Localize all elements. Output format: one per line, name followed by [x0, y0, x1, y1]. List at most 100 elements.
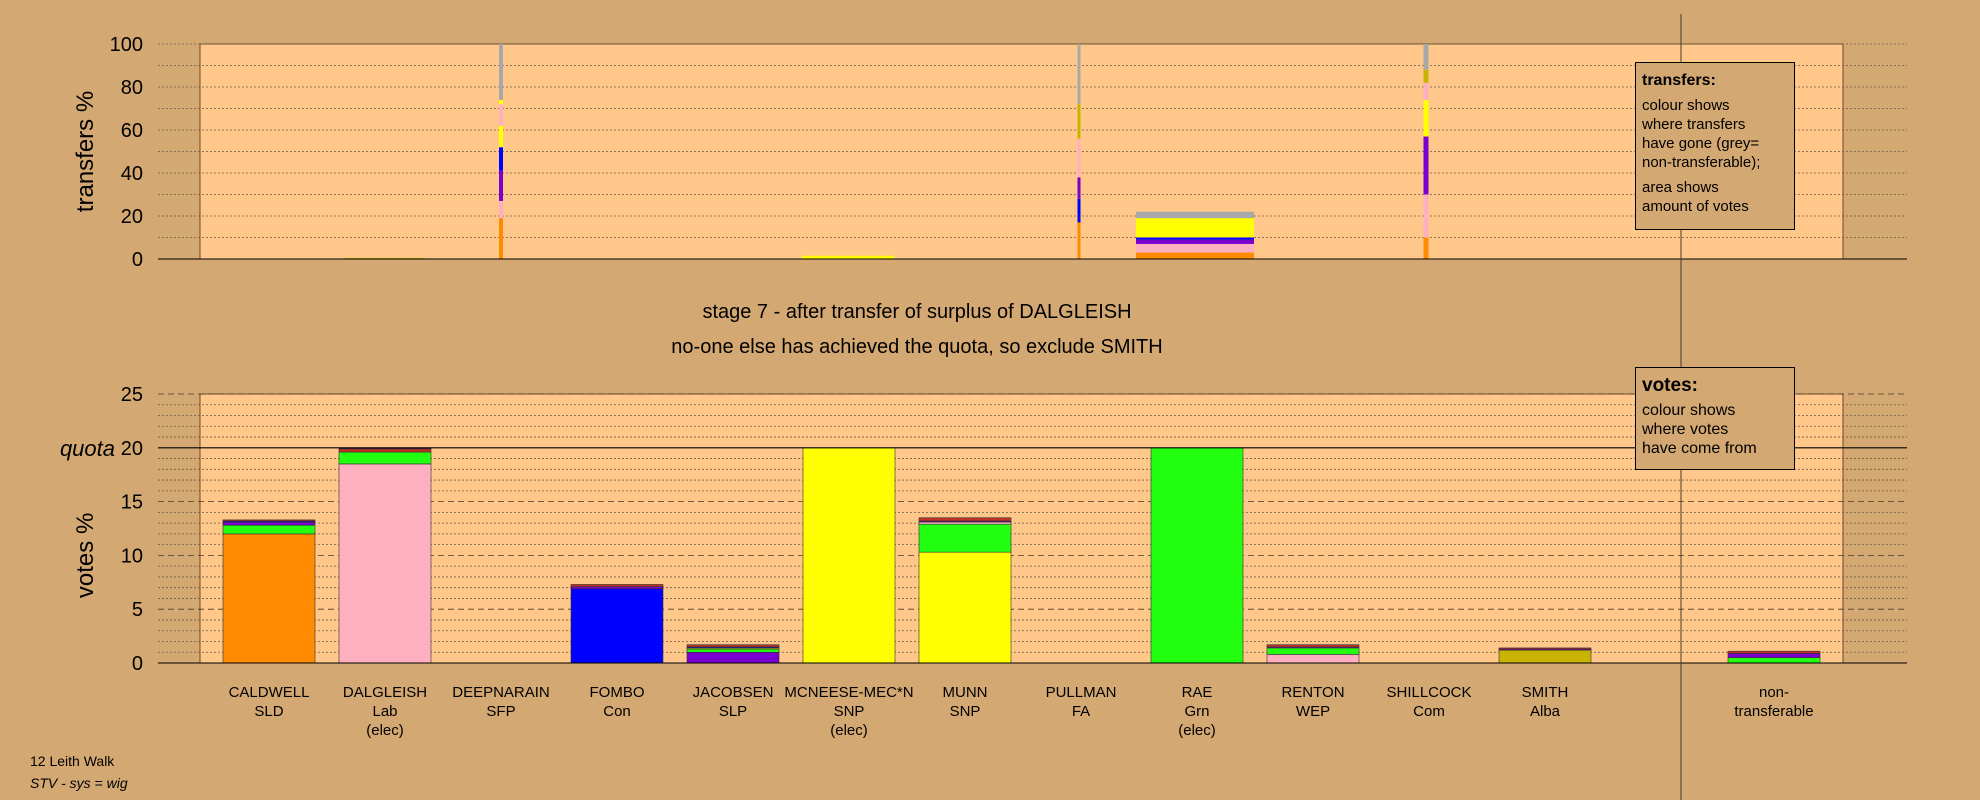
candidate-name: MCNEESE-MEC*N — [784, 684, 913, 701]
transfer-segment-dalgleish — [499, 99, 503, 105]
candidate-party: WEP — [1296, 703, 1330, 720]
vote-bar-dalgleish — [338, 451, 432, 465]
votes-legend-line: where votes — [1642, 421, 1729, 438]
transfer-segment-pullman — [1077, 104, 1081, 139]
candidate-name: DALGLEISH — [343, 684, 427, 701]
votes-tick-label: 25 — [121, 384, 143, 406]
transfers-axis-label: transfers % — [72, 91, 99, 212]
votes-tick-label: 20 — [121, 438, 143, 460]
vote-bar-jacobsen — [686, 651, 780, 664]
candidate-party: Com — [1413, 703, 1445, 720]
candidate-party: Alba — [1530, 703, 1561, 720]
votes-tick-label: 0 — [132, 653, 143, 675]
nontransferable-label: non- — [1759, 684, 1789, 701]
ward-name: 12 Leith Walk — [30, 753, 115, 769]
vote-bar-dalgleish — [338, 463, 432, 664]
vote-bar-munn — [918, 523, 1012, 553]
candidate-name: RENTON — [1281, 684, 1344, 701]
vote-bar-munn — [918, 551, 1012, 664]
transfer-segment-shillcock — [1423, 136, 1429, 195]
transfer-segment-rae — [1136, 218, 1254, 223]
vote-bar-nontransferable — [1727, 650, 1821, 654]
candidate-party: SNP — [834, 703, 865, 720]
transfer-segment-dalgleish — [499, 147, 503, 171]
transfer-segment-rae — [1136, 252, 1254, 259]
vote-bar-mcneese-mec*n — [802, 447, 896, 664]
transfer-segment-shillcock — [1423, 44, 1429, 70]
vote-bar-renton — [1266, 654, 1360, 664]
candidate-elected: (elec) — [366, 722, 404, 739]
vote-bar-nontransferable — [1727, 653, 1821, 658]
transfers-plot-area — [199, 43, 1844, 260]
vote-bar-caldwell — [222, 524, 316, 535]
candidate-party: Grn — [1184, 703, 1209, 720]
votes-legend-title: votes: — [1642, 375, 1698, 396]
voting-system: STV - sys = wig — [30, 775, 128, 791]
vote-bar-caldwell — [222, 519, 316, 522]
transfers-tick-label: 0 — [132, 249, 143, 271]
transfer-segment-pullman — [1077, 44, 1081, 105]
votes-legend-box: votes: colour shows where votes have com… — [1635, 367, 1795, 470]
vote-bar-fombo — [570, 586, 664, 590]
transfers-tick-label: 60 — [121, 120, 143, 142]
transfer-segment-dalgleish — [499, 125, 503, 148]
votes-tick-label: 15 — [121, 492, 143, 514]
transfer-segment-shillcock — [1423, 194, 1429, 238]
transfers-legend-line: non-transferable); — [1642, 154, 1761, 171]
transfer-segment-dalgleish — [499, 104, 503, 126]
vote-bar-renton — [1266, 644, 1360, 648]
candidate-name: SHILLCOCK — [1386, 684, 1471, 701]
transfer-segment-dalgleish — [499, 44, 503, 100]
vote-bar-dalgleish — [338, 448, 432, 453]
right-margin-shade — [1843, 394, 1907, 663]
nontransferable-label: transferable — [1734, 703, 1813, 720]
vote-bar-caldwell — [222, 533, 316, 664]
candidate-name: DEEPNARAIN — [452, 684, 550, 701]
transfer-segment-pullman — [1077, 222, 1081, 259]
transfers-legend-title: transfers: — [1642, 72, 1716, 89]
candidate-name: RAE — [1182, 684, 1213, 701]
transfer-segment-deepnarain — [345, 257, 425, 259]
transfers-legend-line: have gone (grey= — [1642, 135, 1760, 152]
vote-bar-munn — [918, 521, 1012, 525]
vote-bar-smith — [1498, 649, 1592, 664]
votes-plot-area — [199, 393, 1844, 664]
vote-bar-fombo — [570, 588, 664, 664]
vote-bar-munn — [918, 517, 1012, 522]
candidate-elected: (elec) — [830, 722, 868, 739]
vote-bar-nontransferable — [1727, 657, 1821, 664]
transfer-segment-mcneese-mec*n — [802, 255, 894, 259]
candidate-name: PULLMAN — [1046, 684, 1117, 701]
transfers-legend-line: colour shows — [1642, 97, 1730, 114]
stage-subtitle: no-one else has achieved the quota, so e… — [671, 336, 1162, 358]
transfers-tick-label: 40 — [121, 163, 143, 185]
vote-bar-renton — [1266, 647, 1360, 655]
candidate-party: Con — [603, 703, 631, 720]
candidate-party: SFP — [486, 703, 515, 720]
votes-axis-label: votes % — [72, 513, 99, 598]
vote-bar-caldwell — [222, 521, 316, 526]
transfer-segment-pullman — [1077, 177, 1081, 199]
vote-bar-fombo — [570, 584, 664, 587]
vote-bar-jacobsen — [686, 644, 780, 648]
transfer-segment-dalgleish — [499, 200, 503, 219]
transfers-tick-label: 20 — [121, 206, 143, 228]
transfers-legend-line: amount of votes — [1642, 198, 1749, 215]
transfer-segment-dalgleish — [499, 218, 503, 259]
candidate-party: Lab — [372, 703, 397, 720]
candidate-elected: (elec) — [1178, 722, 1216, 739]
stage-title: stage 7 - after transfer of surplus of D… — [702, 301, 1131, 323]
candidate-name: JACOBSEN — [693, 684, 774, 701]
votes-legend-line: have come from — [1642, 440, 1757, 457]
transfers-legend-line: where transfers — [1642, 116, 1746, 133]
candidate-party: SLD — [254, 703, 283, 720]
transfer-segment-rae — [1136, 222, 1254, 238]
vote-bar-jacobsen — [686, 648, 780, 653]
transfer-segment-pullman — [1077, 198, 1081, 223]
transfer-segment-pullman — [1077, 138, 1081, 178]
candidate-name: FOMBO — [590, 684, 645, 701]
transfers-legend-box: transfers: colour shows where transfers … — [1635, 62, 1795, 230]
votes-tick-label: 10 — [121, 545, 143, 567]
transfer-segment-rae — [1136, 239, 1254, 244]
